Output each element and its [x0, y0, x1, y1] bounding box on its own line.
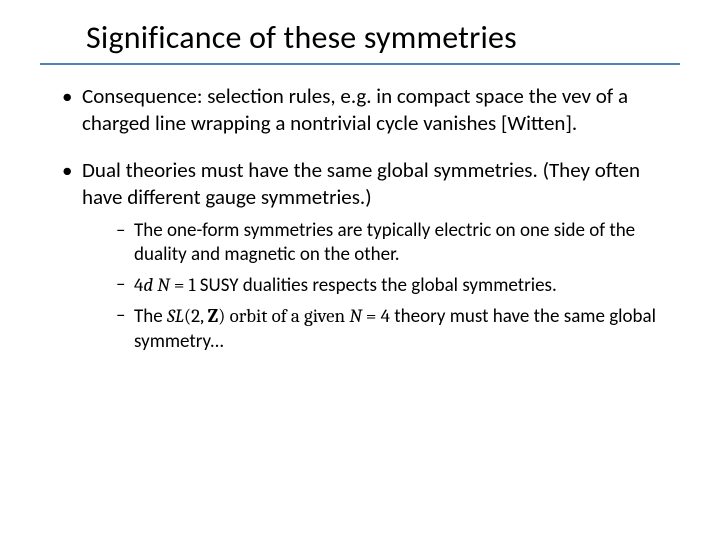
math-text: d N — [143, 274, 169, 296]
bullet-list: Consequence: selection rules, e.g. in co… — [40, 83, 680, 354]
slide: Significance of these symmetries Consequ… — [0, 0, 720, 540]
bullet-text: SUSY dualities respects the global symme… — [195, 274, 556, 297]
list-item: Dual theories must have the same global … — [62, 157, 672, 354]
title-underline — [40, 63, 680, 65]
sub-list: The one-form symmetries are typically el… — [82, 219, 672, 355]
math-text: ) orbit of a given — [218, 305, 349, 327]
list-item: The SL(2, Z) orbit of a given N = 4 theo… — [116, 304, 672, 354]
math-text: = 1 — [170, 274, 196, 296]
math-text: 4 — [134, 274, 143, 296]
bullet-text: The — [134, 305, 167, 328]
bullet-text: The one-form symmetries are typically el… — [134, 219, 635, 266]
math-text: N — [349, 305, 361, 327]
math-text: = 4 — [362, 305, 390, 327]
math-text: Z — [208, 305, 219, 327]
list-item: The one-form symmetries are typically el… — [116, 219, 672, 268]
bullet-text: Dual theories must have the same global … — [82, 157, 538, 183]
math-text: SL — [167, 305, 184, 327]
math-text: (2, — [184, 305, 208, 327]
list-item: 4d N = 1 SUSY dualities respects the glo… — [116, 273, 672, 298]
slide-title: Significance of these symmetries — [86, 18, 680, 57]
list-item: Consequence: selection rules, e.g. in co… — [62, 83, 672, 137]
bullet-text: Consequence: selection rules, e.g. in co… — [82, 83, 628, 136]
